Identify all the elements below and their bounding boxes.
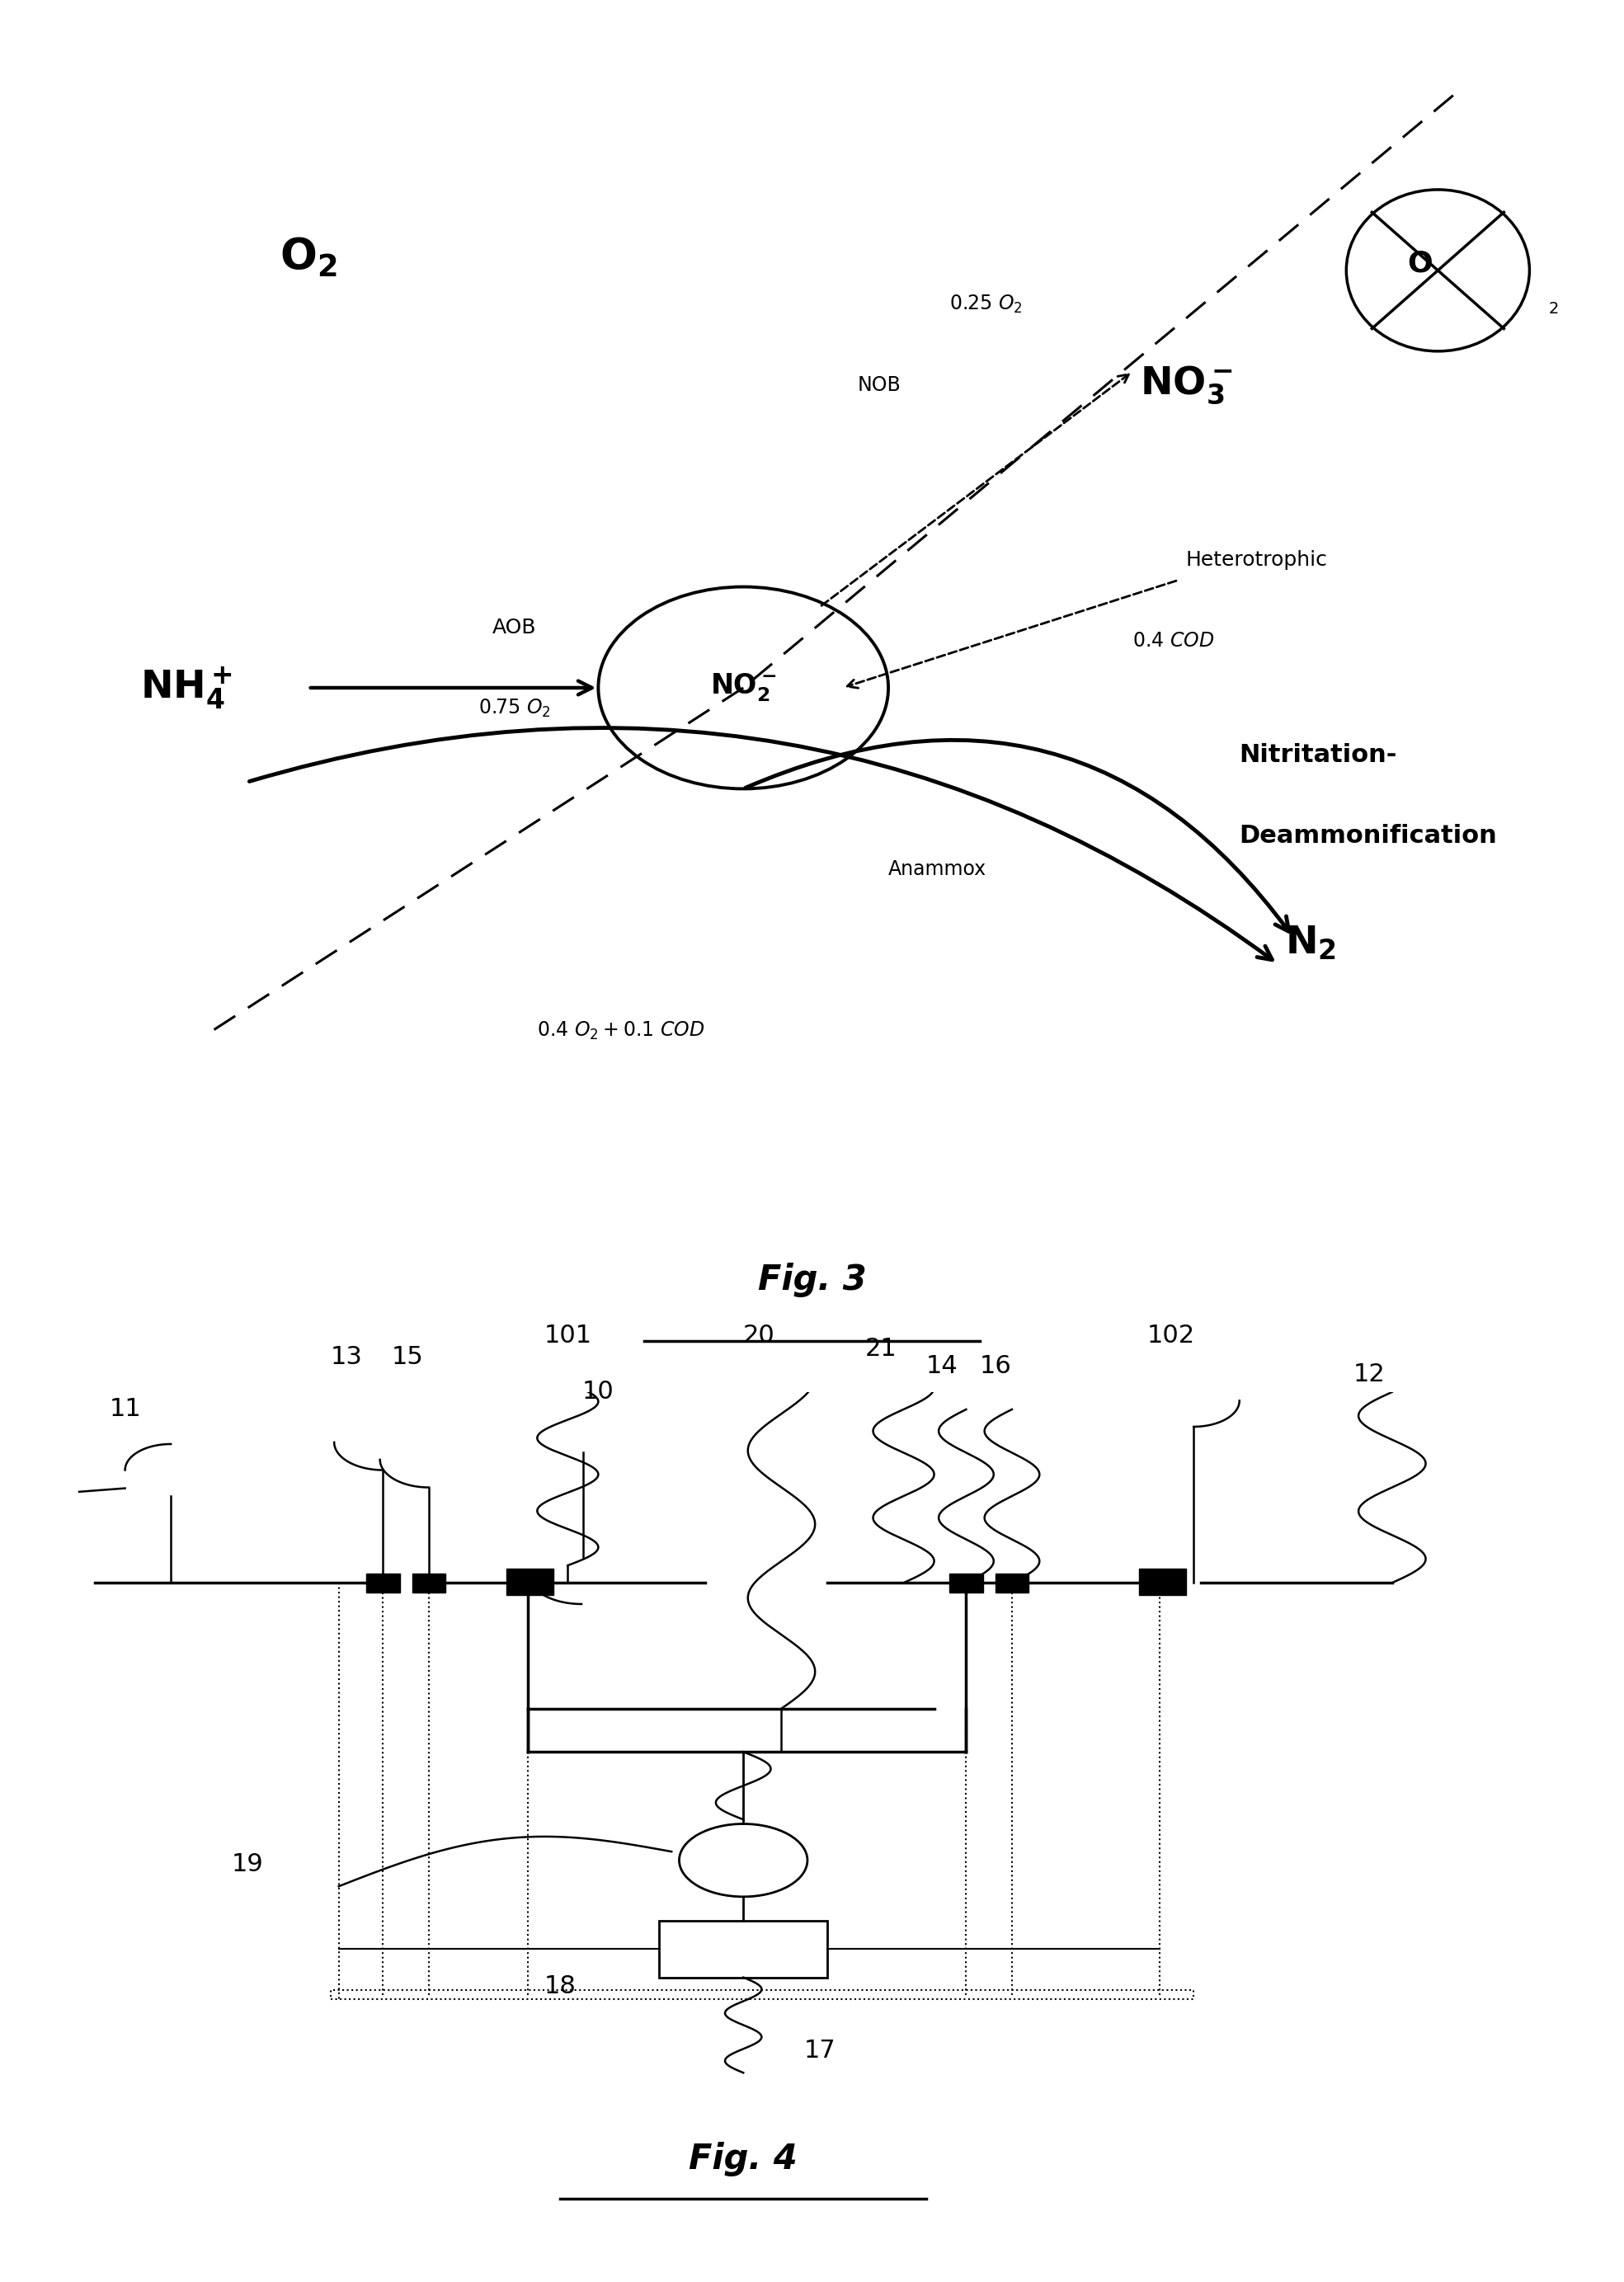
Text: 13: 13 (330, 1346, 362, 1369)
Text: 11: 11 (109, 1397, 141, 1422)
Text: 15: 15 (391, 1346, 424, 1369)
Text: $\mathbf{N_2}$: $\mathbf{N_2}$ (1285, 924, 1337, 963)
Bar (950, 1572, 983, 1593)
Text: $0.4\ O_2 + 0.1\ COD$: $0.4\ O_2 + 0.1\ COD$ (538, 1020, 705, 1043)
Text: Anammox: Anammox (888, 860, 987, 879)
Text: $0.4\ COD$: $0.4\ COD$ (1132, 630, 1215, 650)
Text: $0.25\ O_2$: $0.25\ O_2$ (950, 294, 1023, 315)
Bar (1138, 1568, 1186, 1595)
Text: AOB: AOB (492, 618, 536, 637)
Bar (412, 1572, 445, 1593)
Text: 10: 10 (583, 1381, 614, 1403)
Bar (507, 1568, 554, 1595)
Text: $\mathbf{NH_4^+}$: $\mathbf{NH_4^+}$ (140, 664, 232, 710)
Text: $0.75\ O_2$: $0.75\ O_2$ (477, 698, 551, 719)
Text: 16: 16 (979, 1353, 1012, 1378)
Bar (996, 1572, 1028, 1593)
Text: $\mathbf{O_2}$: $\mathbf{O_2}$ (279, 235, 338, 278)
Text: 19: 19 (231, 1853, 263, 1876)
Text: $_2$: $_2$ (1548, 292, 1559, 315)
Text: 17: 17 (804, 2040, 836, 2063)
Text: $\mathbf{NO_3^-}$: $\mathbf{NO_3^-}$ (1140, 363, 1233, 406)
Text: Fig. 4: Fig. 4 (689, 2143, 797, 2177)
Text: 18: 18 (544, 1974, 577, 1999)
Text: 20: 20 (742, 1324, 775, 1349)
Bar (367, 1572, 400, 1593)
Text: 14: 14 (926, 1353, 958, 1378)
Bar (331, 1990, 1194, 1999)
Text: Heterotrophic: Heterotrophic (1186, 550, 1328, 570)
Text: NOB: NOB (857, 374, 901, 395)
Bar (659, 1921, 827, 1976)
Text: $\mathbf{NO_2^-}$: $\mathbf{NO_2^-}$ (710, 671, 776, 703)
Text: 12: 12 (1353, 1362, 1385, 1387)
Text: Nitritation-: Nitritation- (1239, 744, 1397, 767)
Text: $\mathbf{O}$: $\mathbf{O}$ (1406, 249, 1432, 278)
Text: 101: 101 (544, 1324, 591, 1349)
Text: Fig. 3: Fig. 3 (758, 1262, 866, 1298)
Text: 21: 21 (864, 1337, 896, 1360)
Text: Deammonification: Deammonification (1239, 824, 1497, 849)
Text: 102: 102 (1147, 1324, 1195, 1349)
